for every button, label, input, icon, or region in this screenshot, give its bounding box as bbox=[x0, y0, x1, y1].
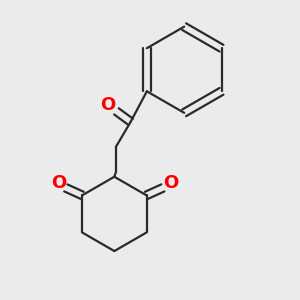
Text: O: O bbox=[163, 174, 178, 192]
Text: O: O bbox=[51, 174, 66, 192]
Text: O: O bbox=[100, 96, 115, 114]
